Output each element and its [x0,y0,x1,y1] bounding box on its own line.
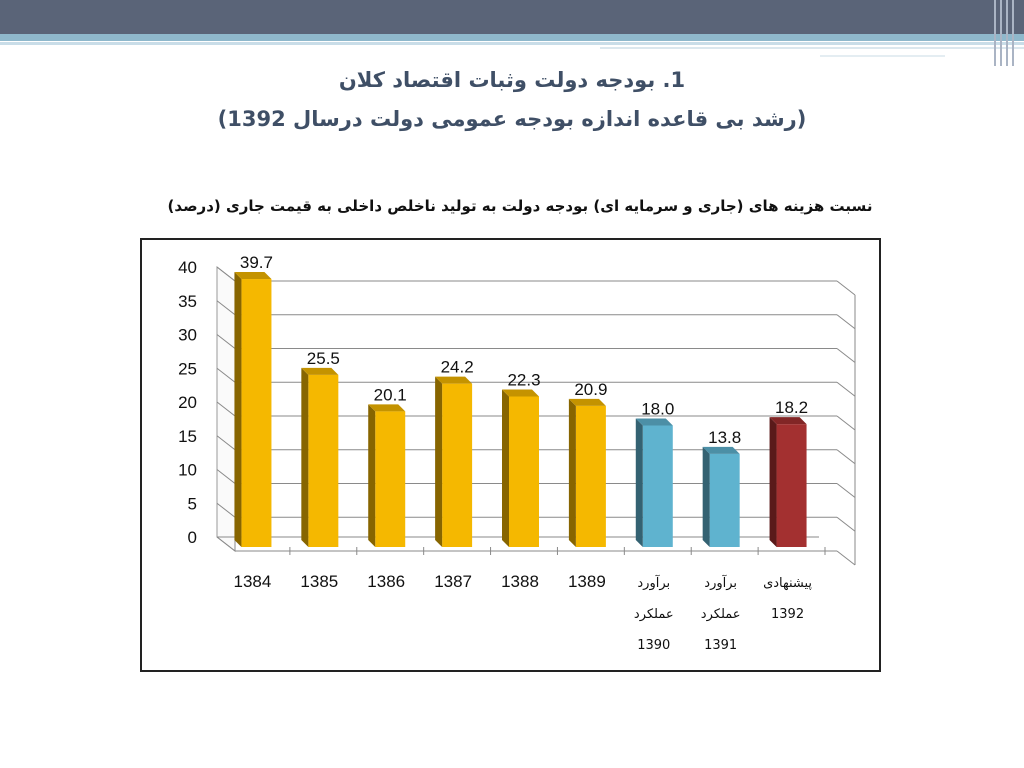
value-label: 18.2 [775,398,808,417]
slide-title-line1: 1. بودجه دولت وثبات اقتصاد کلان [338,68,686,92]
bar-side [301,367,309,547]
x-category-label: برآورد [637,574,670,591]
header-accent-line-shorter [820,55,945,57]
gridline-edge [836,381,856,397]
bar [442,383,473,547]
y-tick-label: 40 [178,258,197,277]
gridline [216,300,837,316]
bar [776,424,807,547]
value-label: 24.2 [441,358,474,377]
x-category-label: 1391 [704,638,737,653]
gridline-edge [836,348,856,363]
bar-top [234,272,272,280]
bar-top [702,446,740,454]
chart-frame: 0 5 10 15 20 25 30 35 40 39.7 1384 25.5 1385 20.1 1386… [140,238,881,672]
chart-title: نسبت هزینه های (جاری و سرمایه ای) بودجه … [167,197,873,215]
y-tick-label: 25 [178,359,197,378]
x-category-label: 1387 [434,572,472,591]
x-category-label: 1389 [568,572,606,591]
bar-top [568,398,606,406]
x-category-label: 1392 [771,607,804,622]
bar [241,279,272,547]
y-tick-label: 30 [178,326,197,345]
y-tick-label: 20 [178,393,197,412]
value-label: 20.9 [574,380,607,399]
bar-chart: 0 5 10 15 20 25 30 35 40 39.7 1384 25.5 1385 20.1 1386… [178,253,856,653]
gridline-edge [836,449,856,465]
y-tick-label: 5 [188,494,197,513]
x-category-label: 1385 [300,572,338,591]
value-label: 22.3 [507,370,540,389]
bar-side [368,404,376,547]
y-tick-label: 10 [178,461,197,480]
gridline [216,334,837,349]
bar-top [368,404,406,412]
bar-top [301,367,339,375]
value-label: 39.7 [240,253,273,272]
bar-side [234,272,242,547]
x-category-label: 1390 [637,638,670,653]
bar [642,425,673,547]
bar-side [769,417,777,547]
y-tick-label: 0 [188,528,197,547]
bar-side [502,389,509,547]
bar [308,374,339,547]
x-category-label: 1384 [234,572,272,591]
x-category-label: عملکرد [701,607,741,622]
x-category-label: 1388 [501,572,539,591]
header-accent-line-short [600,47,1024,49]
top-header-band [0,0,1024,34]
gridline-edge [836,550,856,566]
gridline-edge [836,483,856,498]
y-tick-label: 15 [178,427,197,446]
x-category-label: برآورد [704,574,737,591]
gridline-edge [836,415,856,431]
x-category-label: پیشنهادی [763,576,812,591]
corner-stripe [1006,0,1008,66]
header-accent-line [0,34,1024,41]
bar-top [635,418,673,426]
y-tick-label: 35 [178,292,197,311]
bar-side [702,446,710,547]
value-label: 13.8 [708,428,741,447]
bar-top [769,417,807,425]
x-category-label: عملکرد [634,607,674,622]
value-label: 18.0 [641,400,674,419]
bar-top [435,376,473,384]
bar [375,411,406,547]
bar-top [502,389,539,397]
corner-stripe [1000,0,1002,66]
bar-side [635,418,643,547]
header-accent-line-thin [0,42,1024,45]
value-label: 20.1 [374,385,407,404]
gridline-edge [836,314,856,330]
slide-title-line2: (رشد بی قاعده اندازه بودجه عمومی دولت در… [217,107,807,131]
bar [509,396,539,547]
gridline [216,266,837,282]
corner-stripe [994,0,996,66]
bar-side [435,376,443,547]
gridline-edge [836,280,856,296]
bar [709,453,740,547]
bar-side [568,398,576,547]
x-category-label: 1386 [367,572,405,591]
value-label: 25.5 [307,349,340,368]
bar [575,405,606,547]
corner-stripe [1012,0,1014,66]
gridline-edge [836,516,856,532]
